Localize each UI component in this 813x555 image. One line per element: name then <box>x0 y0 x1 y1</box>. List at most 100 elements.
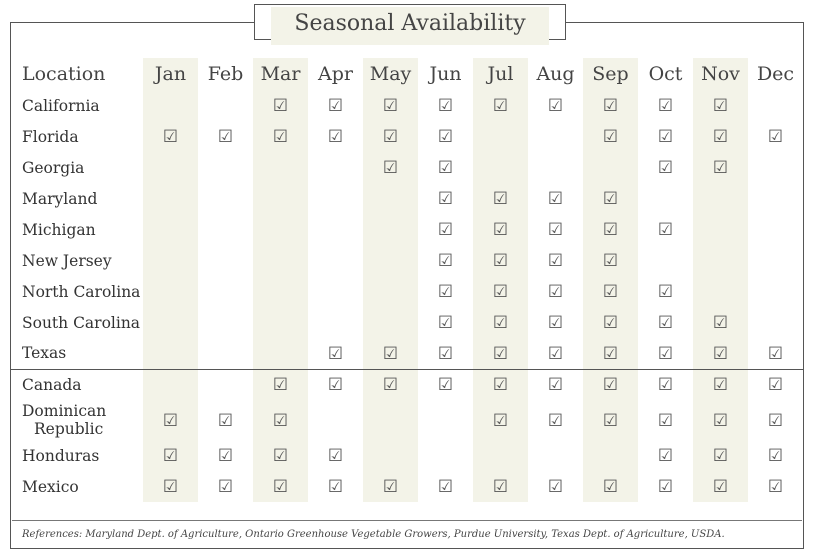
availability-cell-mar: ☑ <box>253 400 308 440</box>
availability-cell-jul: ☑ <box>473 400 528 440</box>
checkbox-checked-icon: ☑ <box>492 282 509 302</box>
availability-cell-jan: ☑ <box>143 121 198 152</box>
availability-cell-oct: ☑ <box>638 214 693 245</box>
availability-cell-sep <box>583 440 638 471</box>
availability-cell-sep: ☑ <box>583 471 638 502</box>
availability-cell-jan: ☑ <box>143 440 198 471</box>
checkbox-checked-icon: ☑ <box>272 375 289 396</box>
availability-cell-apr: ☑ <box>308 471 363 502</box>
availability-cell-apr: ☑ <box>308 121 363 152</box>
availability-cell-oct: ☑ <box>638 276 693 307</box>
availability-cell-apr: ☑ <box>308 440 363 471</box>
checkbox-checked-icon: ☑ <box>602 477 619 497</box>
checkbox-checked-icon: ☑ <box>657 410 674 431</box>
checkbox-checked-icon: ☑ <box>602 220 619 240</box>
checkbox-checked-icon: ☑ <box>602 96 619 116</box>
availability-cell-apr: ☑ <box>308 368 363 400</box>
checkbox-checked-icon: ☑ <box>492 251 509 271</box>
availability-cell-mar: ☑ <box>253 90 308 121</box>
checkbox-checked-icon: ☑ <box>217 127 234 147</box>
checkbox-checked-icon: ☑ <box>382 375 399 396</box>
checkbox-checked-icon: ☑ <box>657 375 674 396</box>
checkbox-checked-icon: ☑ <box>767 127 784 147</box>
checkbox-checked-icon: ☑ <box>382 158 399 178</box>
availability-cell-apr <box>308 307 363 338</box>
availability-cell-jan: ☑ <box>143 471 198 502</box>
table-row: Canada ☑ ☑ ☑ ☑ ☑ ☑ ☑ ☑ ☑ ☑ <box>11 368 803 400</box>
table-row: North Carolina ☑ ☑ ☑ ☑ ☑ <box>11 276 803 307</box>
availability-cell-apr <box>308 400 363 440</box>
availability-cell-nov: ☑ <box>693 400 748 440</box>
checkbox-checked-icon: ☑ <box>272 477 289 497</box>
checkbox-checked-icon: ☑ <box>547 96 564 116</box>
checkbox-checked-icon: ☑ <box>492 343 509 364</box>
location-line: Dominican <box>22 402 107 420</box>
availability-cell-sep: ☑ <box>583 307 638 338</box>
checkbox-checked-icon: ☑ <box>712 446 729 466</box>
availability-cell-jun: ☑ <box>418 90 473 121</box>
availability-cell-mar: ☑ <box>253 368 308 400</box>
checkbox-checked-icon: ☑ <box>437 189 454 209</box>
checkbox-checked-icon: ☑ <box>602 282 619 302</box>
month-header-feb: Feb <box>207 63 244 85</box>
references-text: References: Maryland Dept. of Agricultur… <box>22 529 725 540</box>
month-header-mar: Mar <box>253 58 308 90</box>
availability-cell-dec: ☑ <box>748 338 803 369</box>
checkbox-checked-icon: ☑ <box>767 446 784 466</box>
table-row: Florida ☑ ☑ ☑ ☑ ☑ ☑ ☑ ☑ ☑ ☑ <box>11 121 803 152</box>
checkbox-checked-icon: ☑ <box>712 96 729 116</box>
availability-cell-jul: ☑ <box>473 338 528 369</box>
availability-cell-jun: ☑ <box>418 214 473 245</box>
location-cell: Michigan <box>22 220 96 239</box>
availability-cell-may <box>363 183 418 214</box>
availability-cell-apr <box>308 152 363 183</box>
checkbox-checked-icon: ☑ <box>657 282 674 302</box>
availability-cell-dec: ☑ <box>748 471 803 502</box>
table-row: South Carolina ☑ ☑ ☑ ☑ ☑ ☑ <box>11 307 803 338</box>
availability-cell-feb: ☑ <box>198 471 253 502</box>
availability-cell-jun: ☑ <box>418 276 473 307</box>
availability-cell-may: ☑ <box>363 368 418 400</box>
references-divider <box>12 520 802 521</box>
checkbox-checked-icon: ☑ <box>767 343 784 364</box>
availability-cell-apr <box>308 276 363 307</box>
availability-cell-jan <box>143 90 198 121</box>
checkbox-checked-icon: ☑ <box>492 410 509 431</box>
availability-cell-sep <box>583 152 638 183</box>
location-cell: Canada <box>11 368 143 400</box>
availability-cell-mar: ☑ <box>253 440 308 471</box>
checkbox-checked-icon: ☑ <box>382 96 399 116</box>
table-row: Michigan ☑ ☑ ☑ ☑ ☑ <box>11 214 803 245</box>
availability-cell-aug: ☑ <box>528 90 583 121</box>
checkbox-checked-icon: ☑ <box>327 96 344 116</box>
availability-cell-aug: ☑ <box>528 338 583 369</box>
availability-cell-jun: ☑ <box>418 307 473 338</box>
month-header-dec: Dec <box>756 63 795 85</box>
availability-cell-feb <box>198 90 253 121</box>
availability-cell-oct: ☑ <box>638 471 693 502</box>
availability-cell-dec <box>748 307 803 338</box>
availability-cell-dec <box>748 90 803 121</box>
checkbox-checked-icon: ☑ <box>327 343 344 364</box>
availability-cell-mar: ☑ <box>253 471 308 502</box>
checkbox-checked-icon: ☑ <box>712 477 729 497</box>
checkbox-checked-icon: ☑ <box>437 158 454 178</box>
availability-cell-may <box>363 440 418 471</box>
location-cell: Mexico <box>22 477 79 496</box>
availability-cell-may <box>363 214 418 245</box>
availability-cell-jul: ☑ <box>473 368 528 400</box>
availability-cell-sep: ☑ <box>583 368 638 400</box>
availability-cell-jun: ☑ <box>418 471 473 502</box>
availability-cell-nov: ☑ <box>693 152 748 183</box>
availability-cell-sep: ☑ <box>583 276 638 307</box>
availability-cell-oct <box>638 183 693 214</box>
table-row: Georgia ☑ ☑ ☑ ☑ <box>11 152 803 183</box>
checkbox-checked-icon: ☑ <box>547 375 564 396</box>
table-row: Dominican Republic ☑ ☑ ☑ ☑ ☑ ☑ ☑ ☑ ☑ <box>11 400 803 440</box>
availability-cell-jan <box>143 245 198 276</box>
month-header-may: May <box>363 58 418 90</box>
availability-cell-dec <box>748 245 803 276</box>
table-row: Honduras ☑ ☑ ☑ ☑ ☑ ☑ ☑ <box>11 440 803 471</box>
checkbox-checked-icon: ☑ <box>657 158 674 178</box>
availability-cell-may <box>363 307 418 338</box>
